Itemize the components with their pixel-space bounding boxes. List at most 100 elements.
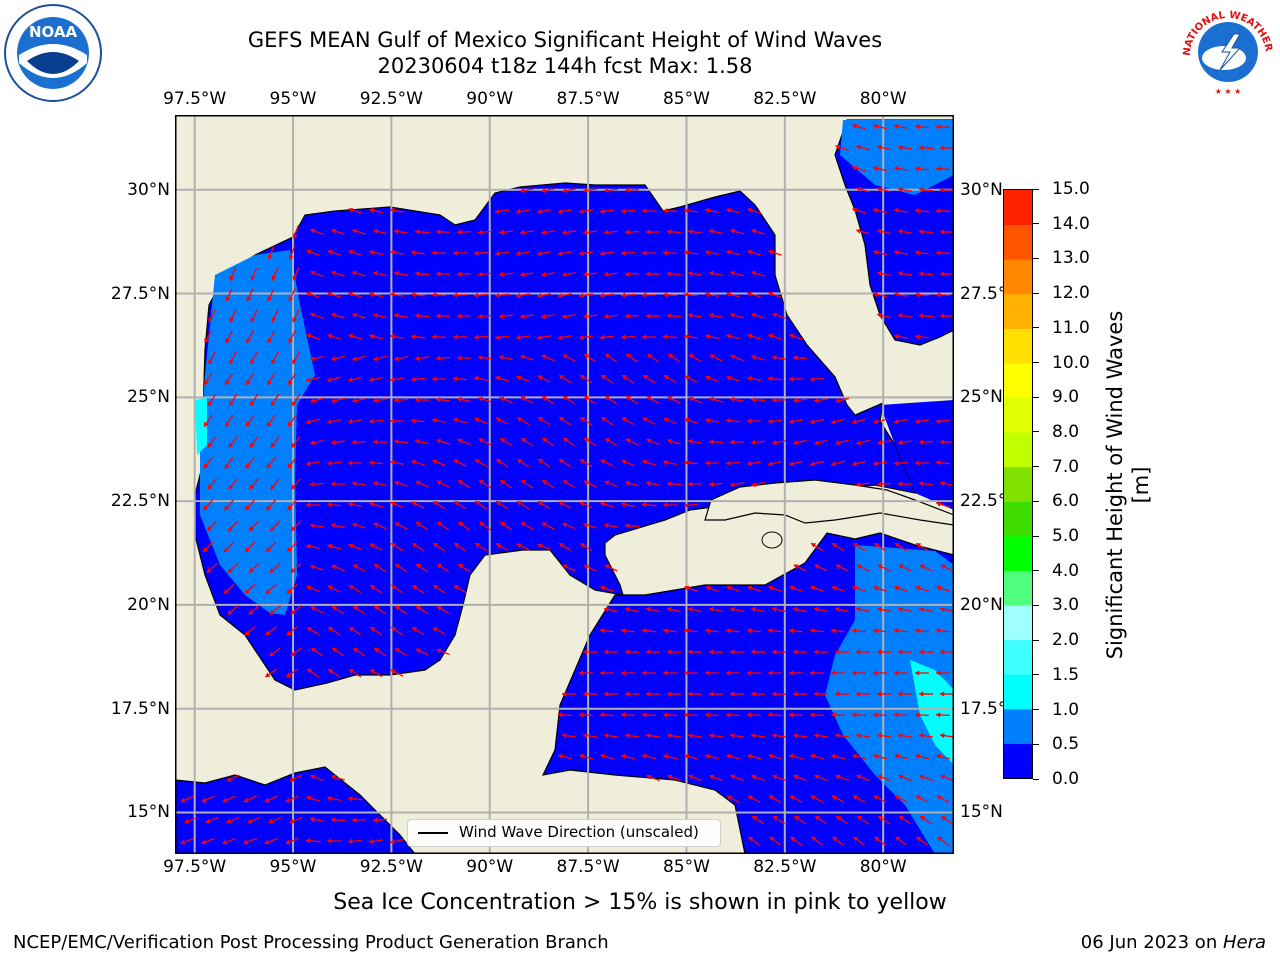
wave-direction-arrow xyxy=(494,292,510,299)
wave-direction-arrow xyxy=(855,691,871,697)
wave-direction-arrow xyxy=(394,480,408,487)
colorbar-bin xyxy=(1004,501,1032,537)
wave-direction-arrow xyxy=(557,334,573,341)
wave-direction-arrow xyxy=(244,626,256,636)
wave-direction-arrow xyxy=(222,795,236,803)
wave-direction-arrow xyxy=(814,564,828,572)
wave-direction-arrow xyxy=(641,670,657,676)
wave-direction-arrow xyxy=(813,732,829,739)
wave-direction-arrow xyxy=(684,375,698,383)
wave-direction-arrow xyxy=(666,229,682,235)
colorbar-tick-label: 11.0 xyxy=(1052,317,1090,338)
wave-direction-arrow xyxy=(604,564,618,572)
wave-direction-arrow xyxy=(876,481,892,487)
wave-direction-arrow xyxy=(914,712,930,718)
wave-direction-arrow xyxy=(624,313,640,319)
wave-direction-arrow xyxy=(603,187,619,193)
wave-direction-arrow xyxy=(457,396,471,403)
wave-direction-arrow xyxy=(393,439,409,445)
wave-direction-arrow xyxy=(935,712,951,718)
wave-direction-arrow xyxy=(768,585,782,592)
wave-direction-arrow xyxy=(894,753,908,760)
wave-direction-arrow xyxy=(624,649,640,655)
colorbar-tick-label: 3.0 xyxy=(1052,595,1080,616)
lon-tick-bottom: 95°W xyxy=(269,857,317,877)
wave-direction-arrow xyxy=(348,249,362,256)
wave-direction-arrow xyxy=(393,397,409,403)
wave-direction-arrow xyxy=(432,500,446,510)
wave-direction-arrow xyxy=(330,439,346,446)
map-gridlines xyxy=(175,115,954,854)
wave-direction-arrow xyxy=(414,271,430,277)
wave-direction-arrow xyxy=(750,691,766,697)
lon-tick-top: 97.5°W xyxy=(163,89,227,109)
wave-direction-arrow xyxy=(582,271,598,278)
wave-direction-arrow xyxy=(620,250,636,256)
colorbar-tick-label: 6.0 xyxy=(1052,491,1080,512)
colorbar-tick-mark xyxy=(1033,604,1039,606)
lon-tick-bottom: 82.5°W xyxy=(753,857,817,877)
lat-tick-right: 25°N xyxy=(960,387,1003,408)
colorbar-label: Significant Height of Wind Waves [m] xyxy=(1103,310,1153,660)
wave-direction-arrow xyxy=(369,501,383,508)
wave-direction-arrow xyxy=(855,732,871,739)
wave-direction-arrow xyxy=(603,522,619,529)
wave-direction-arrow xyxy=(730,354,744,362)
wave-direction-arrow xyxy=(410,376,426,382)
lon-tick-bottom: 92.5°W xyxy=(359,857,423,877)
wave-direction-arrow xyxy=(389,418,405,424)
wave-direction-arrow xyxy=(271,309,279,323)
wave-direction-arrow xyxy=(877,144,891,151)
wave-direction-arrow xyxy=(226,816,240,824)
wave-direction-arrow xyxy=(248,562,260,574)
wave-direction-arrow xyxy=(641,208,657,214)
wave-direction-arrow xyxy=(373,228,387,235)
wave-direction-arrow xyxy=(414,397,430,403)
wave-direction-arrow xyxy=(666,481,682,487)
wave-direction-arrow xyxy=(498,313,514,320)
wave-direction-arrow xyxy=(520,521,534,531)
wave-direction-arrow xyxy=(662,208,678,214)
wave-0.5-1.0-atlantic xyxy=(840,120,954,195)
wave-direction-arrow xyxy=(291,393,301,407)
wave-direction-arrow xyxy=(876,732,892,739)
colorbar-tick-label: 13.0 xyxy=(1052,248,1090,269)
wave-direction-arrow xyxy=(939,145,954,151)
wave-direction-arrow xyxy=(310,355,324,362)
wave-direction-arrow xyxy=(373,312,387,319)
wave-direction-arrow xyxy=(898,815,912,825)
wave-direction-arrow xyxy=(684,417,698,424)
wave-direction-arrow xyxy=(494,334,510,341)
wave-direction-arrow xyxy=(709,354,723,362)
wave-direction-arrow xyxy=(771,732,787,739)
wave-direction-arrow xyxy=(730,606,744,613)
wave-direction-arrow xyxy=(536,208,552,215)
wave-direction-arrow xyxy=(768,460,782,467)
wave-direction-arrow xyxy=(207,393,217,407)
wave-direction-arrow xyxy=(228,393,238,407)
wave-direction-arrow xyxy=(604,437,618,447)
wave-direction-arrow xyxy=(810,460,824,467)
wave-direction-arrow xyxy=(474,417,488,425)
colorbar-bin xyxy=(1004,328,1032,364)
wave-direction-arrow xyxy=(893,249,909,256)
wave-direction-arrow xyxy=(390,626,404,636)
wave-direction-arrow xyxy=(290,520,302,532)
wave-direction-arrow xyxy=(351,817,367,823)
wave-direction-arrow xyxy=(624,732,640,739)
wave-direction-arrow xyxy=(268,647,282,657)
wave-direction-arrow xyxy=(271,267,279,281)
lon-tick-bottom: 97.5°W xyxy=(163,857,227,877)
lat-tick-left: 22.5°N xyxy=(110,491,170,512)
colorbar-bin xyxy=(1004,432,1032,468)
wave-direction-arrow xyxy=(537,500,551,510)
nws-logo: NATIONAL WEATHER SERVICE ★ ★ ★ xyxy=(1174,0,1278,100)
wave-direction-arrow xyxy=(352,522,366,529)
wave-direction-arrow xyxy=(916,836,928,846)
wave-direction-arrow xyxy=(558,374,572,384)
wave-direction-arrow xyxy=(557,208,573,215)
wave-direction-arrow xyxy=(368,418,384,424)
wave-direction-arrow xyxy=(477,271,493,277)
wave-direction-arrow xyxy=(414,355,430,362)
wave-direction-arrow xyxy=(579,374,593,384)
